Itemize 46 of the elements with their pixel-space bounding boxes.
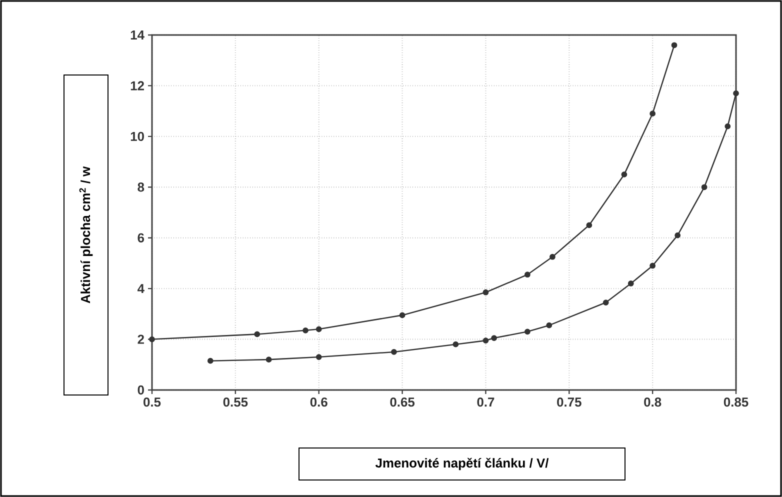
- y-tick-label: 4: [137, 284, 144, 294]
- point: [628, 280, 634, 286]
- point: [733, 90, 739, 96]
- x-tick-label: 0.65: [390, 398, 415, 407]
- point: [724, 123, 731, 130]
- y-tick-label: 12: [130, 81, 144, 90]
- point: [602, 300, 609, 306]
- point: [482, 338, 489, 344]
- x-axis-title: Jmenovité napětí článku / V/: [375, 458, 549, 470]
- x-tick-label: 0.5: [144, 398, 161, 407]
- point: [149, 336, 155, 342]
- point: [266, 356, 272, 363]
- y-tick-label: 10: [130, 132, 144, 142]
- point: [524, 272, 530, 278]
- point: [671, 42, 678, 48]
- point: [391, 349, 397, 355]
- point: [482, 289, 489, 296]
- x-tick-label: 0.7: [477, 398, 494, 407]
- point: [316, 326, 322, 332]
- point: [586, 222, 592, 228]
- point: [302, 327, 308, 334]
- point: [254, 331, 260, 338]
- point: [546, 322, 552, 328]
- y-tick-label: 8: [138, 182, 144, 192]
- point: [452, 341, 459, 348]
- x-tick-label: 0.85: [724, 398, 748, 407]
- y-tick-label: 2: [138, 334, 144, 344]
- y-tick-label: 6: [138, 233, 144, 242]
- point: [316, 354, 322, 360]
- point: [701, 184, 708, 190]
- point: [399, 312, 406, 318]
- x-tick-label: 0.6: [310, 398, 328, 407]
- point: [524, 328, 530, 335]
- point: [207, 358, 214, 364]
- point: [550, 254, 556, 260]
- x-tick-label: 0.8: [644, 398, 662, 407]
- y-tick-label: 14: [130, 30, 144, 40]
- y-tick-label: 0: [138, 385, 144, 395]
- point: [491, 335, 497, 341]
- point: [621, 172, 628, 178]
- point: [674, 232, 681, 238]
- y-axis-title: Aktivní plocha cm$^{2}$ / w: [79, 166, 93, 304]
- point: [650, 110, 656, 117]
- x-tick-label: 0.55: [223, 398, 248, 407]
- x-tick-label: 0.75: [557, 398, 582, 407]
- point: [650, 262, 656, 269]
